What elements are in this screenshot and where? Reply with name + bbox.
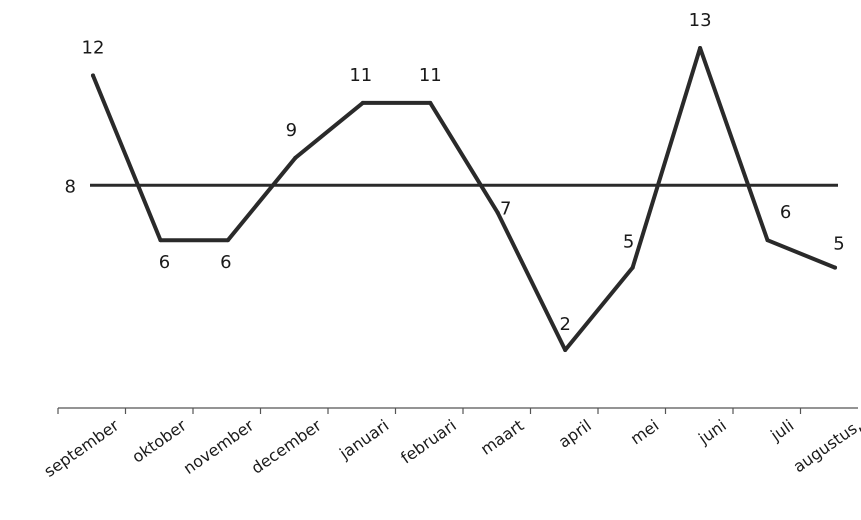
data-label-oktober: 6 — [159, 252, 170, 273]
x-tick-label-september: september — [40, 415, 122, 480]
data-labels: 12 6 6 9 11 11 7 2 5 13 6 5 — [82, 10, 845, 335]
data-point-oktober — [158, 238, 163, 243]
x-tick-label-maart: maart — [477, 416, 527, 459]
x-tick-label-november: november — [180, 415, 258, 477]
x-tick-label-juni: juni — [694, 416, 730, 449]
data-label-juni: 13 — [689, 10, 712, 31]
x-tick-label-april: april — [555, 416, 595, 452]
data-point-juli — [765, 238, 770, 243]
data-point-december — [293, 155, 298, 160]
data-point-februari — [428, 100, 433, 105]
data-point-april — [563, 348, 568, 352]
data-label-november: 6 — [220, 252, 231, 273]
data-point-januari — [360, 100, 365, 105]
reference-line-label: 8 — [65, 176, 76, 197]
data-point-november — [225, 238, 230, 243]
data-label-december: 9 — [286, 120, 297, 141]
data-label-mei: 5 — [623, 232, 634, 253]
data-point-maart — [495, 210, 500, 215]
data-label-augustus: 5 — [833, 234, 844, 255]
data-label-januari: 11 — [349, 65, 372, 86]
x-tick-label-mei: mei — [627, 416, 662, 449]
data-point-juni — [698, 46, 703, 50]
data-point-mei — [630, 265, 635, 270]
x-axis-ticks — [57, 408, 802, 414]
series-line — [91, 46, 837, 352]
x-tick-label-december: december — [248, 415, 325, 477]
x-tick-label-juli: juli — [766, 416, 797, 446]
data-label-maart: 7 — [500, 199, 511, 220]
data-point-september — [91, 73, 95, 78]
x-tick-label-oktober: oktober — [128, 415, 190, 466]
data-label-februari: 11 — [419, 65, 442, 86]
x-tick-label-augustus: augustus, — [790, 416, 861, 477]
data-label-juli: 6 — [780, 202, 791, 223]
data-point-augustus — [833, 265, 837, 270]
x-tick-label-februari: februari — [397, 416, 460, 468]
x-tick-label-januari: januari — [335, 416, 392, 464]
data-label-april: 2 — [559, 314, 570, 335]
data-label-september: 12 — [82, 37, 105, 58]
data-points — [91, 46, 837, 352]
